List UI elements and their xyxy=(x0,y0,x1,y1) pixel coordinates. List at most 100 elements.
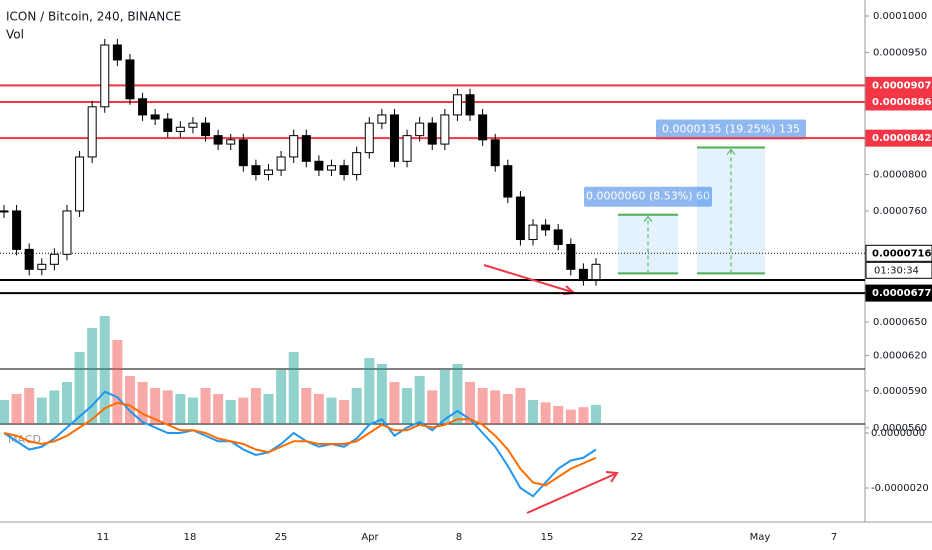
volume-bar xyxy=(591,404,601,424)
candle xyxy=(528,224,538,241)
candle xyxy=(62,210,72,255)
candle xyxy=(238,139,248,167)
volume-bar xyxy=(351,388,362,424)
volume-bar xyxy=(36,397,47,424)
candle xyxy=(100,44,110,108)
y2-tick-label: -0.0000020 xyxy=(871,483,929,494)
volume-bar xyxy=(49,390,60,424)
candle xyxy=(87,106,97,158)
volume-bar xyxy=(452,364,463,424)
volume-bar xyxy=(427,390,438,424)
volume-bar xyxy=(565,409,576,424)
candle xyxy=(226,139,236,145)
volume-bar xyxy=(250,388,261,424)
volume-bar xyxy=(162,390,173,424)
candle xyxy=(289,135,299,158)
candle xyxy=(427,122,437,145)
candle xyxy=(364,122,374,154)
x-tick-label: May xyxy=(750,532,771,543)
x-tick-label: 7 xyxy=(831,532,837,543)
annotation-arrow xyxy=(483,264,573,293)
measure-label: 0.0000060 (8.53%) 60 xyxy=(586,190,710,203)
volume-bar xyxy=(376,364,387,424)
measure-box xyxy=(697,147,765,274)
candle xyxy=(24,248,34,270)
y-tick-label: 0.0000650 xyxy=(873,317,927,328)
arrow-head xyxy=(605,471,619,483)
price-tag xyxy=(865,129,932,147)
volume-bar xyxy=(465,382,476,424)
candle xyxy=(188,122,198,128)
y-tick-label: 0.0000760 xyxy=(873,206,927,217)
volume-bar xyxy=(263,394,274,424)
candle xyxy=(541,224,551,231)
volume-bar xyxy=(477,388,488,424)
volume-bar xyxy=(24,388,35,424)
volume-bar xyxy=(528,400,539,424)
y2-tick-label: 0.0000000 xyxy=(871,428,925,439)
volume-bar xyxy=(99,316,110,424)
candle xyxy=(175,126,185,132)
volume-bar xyxy=(238,397,249,424)
x-tick-label: 15 xyxy=(541,532,554,543)
candle xyxy=(440,114,450,145)
price-tag xyxy=(865,244,932,262)
volume-bar xyxy=(200,388,211,424)
candle xyxy=(213,135,223,145)
volume-bar xyxy=(150,388,161,424)
volume-label: Vol xyxy=(6,28,24,42)
candle xyxy=(389,114,399,162)
volume-bar xyxy=(364,358,375,424)
y-tick-label: 0.0000620 xyxy=(873,351,927,362)
candle xyxy=(415,122,425,137)
candle xyxy=(478,114,488,141)
candle xyxy=(264,169,274,176)
candle xyxy=(591,263,601,281)
volume-bar xyxy=(301,388,312,424)
price-tag-label: 0.0000677 xyxy=(872,288,932,299)
candle xyxy=(352,152,362,176)
candle xyxy=(339,165,349,176)
candle xyxy=(75,156,85,212)
candle xyxy=(402,135,412,162)
countdown: 01:30:34 xyxy=(874,265,919,276)
volume-bar xyxy=(326,397,337,424)
x-tick-label: 25 xyxy=(275,532,288,543)
candle xyxy=(12,210,22,250)
volume-bar xyxy=(74,352,85,424)
macd-line xyxy=(3,401,597,487)
measure-arrowhead xyxy=(726,148,736,155)
candle xyxy=(112,44,122,61)
volume-bar xyxy=(11,394,22,424)
measure-arrowhead xyxy=(643,215,653,223)
candle xyxy=(503,165,513,198)
candle xyxy=(553,229,563,245)
y-tick-label: 0.0000950 xyxy=(873,47,927,58)
chart-title: ICON / Bitcoin, 240, BINANCE xyxy=(6,10,181,24)
price-tag xyxy=(865,284,932,302)
candle xyxy=(490,139,500,167)
volume-bar xyxy=(225,400,236,424)
volume-bar xyxy=(175,394,186,424)
candle xyxy=(37,263,47,270)
y-tick-label: 0.0000800 xyxy=(873,170,927,181)
candle xyxy=(251,165,261,176)
volume-bar xyxy=(389,382,400,424)
candle xyxy=(138,98,148,116)
candle xyxy=(578,268,588,281)
volume-bar xyxy=(553,406,564,424)
candle xyxy=(515,196,525,241)
price-tag xyxy=(865,76,932,94)
volume-bar xyxy=(187,397,198,424)
x-tick-label: 22 xyxy=(631,532,644,543)
candle xyxy=(0,210,9,213)
x-tick-label: 11 xyxy=(97,532,110,543)
volume-bar xyxy=(578,407,589,424)
candle xyxy=(276,156,286,171)
volume-bar xyxy=(137,382,148,424)
candle xyxy=(465,94,475,116)
volume-bar xyxy=(112,340,123,424)
y-tick-label: 0.0001000 xyxy=(873,11,927,22)
